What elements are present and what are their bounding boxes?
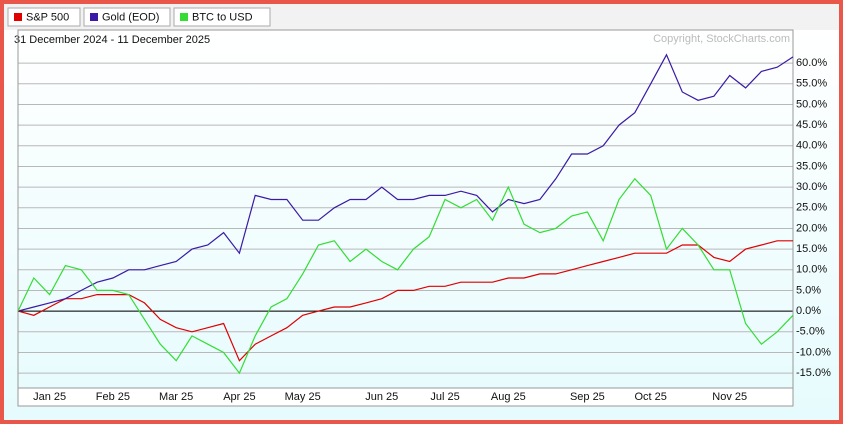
y-tick-label: 30.0% xyxy=(796,181,827,193)
y-tick-label: 20.0% xyxy=(796,222,827,234)
y-tick-label: 5.0% xyxy=(796,284,821,296)
x-tick-label: Sep 25 xyxy=(570,391,605,403)
x-axis-strip xyxy=(17,387,794,407)
plot-background xyxy=(4,30,839,420)
y-tick-label: 15.0% xyxy=(796,243,827,255)
legend-item: S&P 500 xyxy=(7,7,81,27)
x-tick-label: Jul 25 xyxy=(430,391,459,403)
legend-item: Gold (EOD) xyxy=(83,7,171,27)
y-tick-label: 55.0% xyxy=(796,78,827,90)
legend-box xyxy=(7,7,81,27)
legend-item: BTC to USD xyxy=(173,7,271,27)
x-tick-label: Oct 25 xyxy=(634,391,666,403)
y-tick-label: 45.0% xyxy=(796,119,827,131)
legend-box xyxy=(83,7,171,27)
subtitle: 31 December 2024 - 11 December 2025 xyxy=(14,34,210,46)
y-tick-label: -5.0% xyxy=(796,326,825,338)
legend-swatch xyxy=(180,13,188,21)
y-tick-label: -15.0% xyxy=(796,367,831,379)
series-line xyxy=(17,177,794,375)
y-tick-label: 10.0% xyxy=(796,264,827,276)
x-tick-label: Mar 25 xyxy=(159,391,193,403)
legend-label: S&P 500 xyxy=(26,11,69,23)
x-tick-label: Jan 25 xyxy=(33,391,66,403)
x-tick-label: Apr 25 xyxy=(223,391,255,403)
x-tick-label: Aug 25 xyxy=(491,391,526,403)
y-tick-label: 60.0% xyxy=(796,57,827,69)
copyright: Copyright, StockCharts.com xyxy=(653,33,790,45)
legend-label: BTC to USD xyxy=(192,11,253,23)
y-tick-label: 25.0% xyxy=(796,202,827,214)
x-tick-label: Feb 25 xyxy=(96,391,130,403)
y-tick-label: 0.0% xyxy=(796,305,821,317)
y-tick-label: 35.0% xyxy=(796,160,827,172)
legend-swatch xyxy=(14,13,22,21)
chart: 31 December 2024 - 11 December 2025 Copy… xyxy=(4,4,839,420)
legend-label: Gold (EOD) xyxy=(102,11,159,23)
series-line xyxy=(17,240,793,362)
legend-swatch xyxy=(90,13,98,21)
series-line xyxy=(17,53,794,312)
y-tick-label: 40.0% xyxy=(796,140,827,152)
x-tick-label: May 25 xyxy=(285,391,321,403)
legend-box xyxy=(173,7,271,27)
x-tick-label: Nov 25 xyxy=(712,391,747,403)
y-tick-label: -10.0% xyxy=(796,346,831,358)
y-tick-label: 50.0% xyxy=(796,98,827,110)
x-tick-label: Jun 25 xyxy=(365,391,398,403)
